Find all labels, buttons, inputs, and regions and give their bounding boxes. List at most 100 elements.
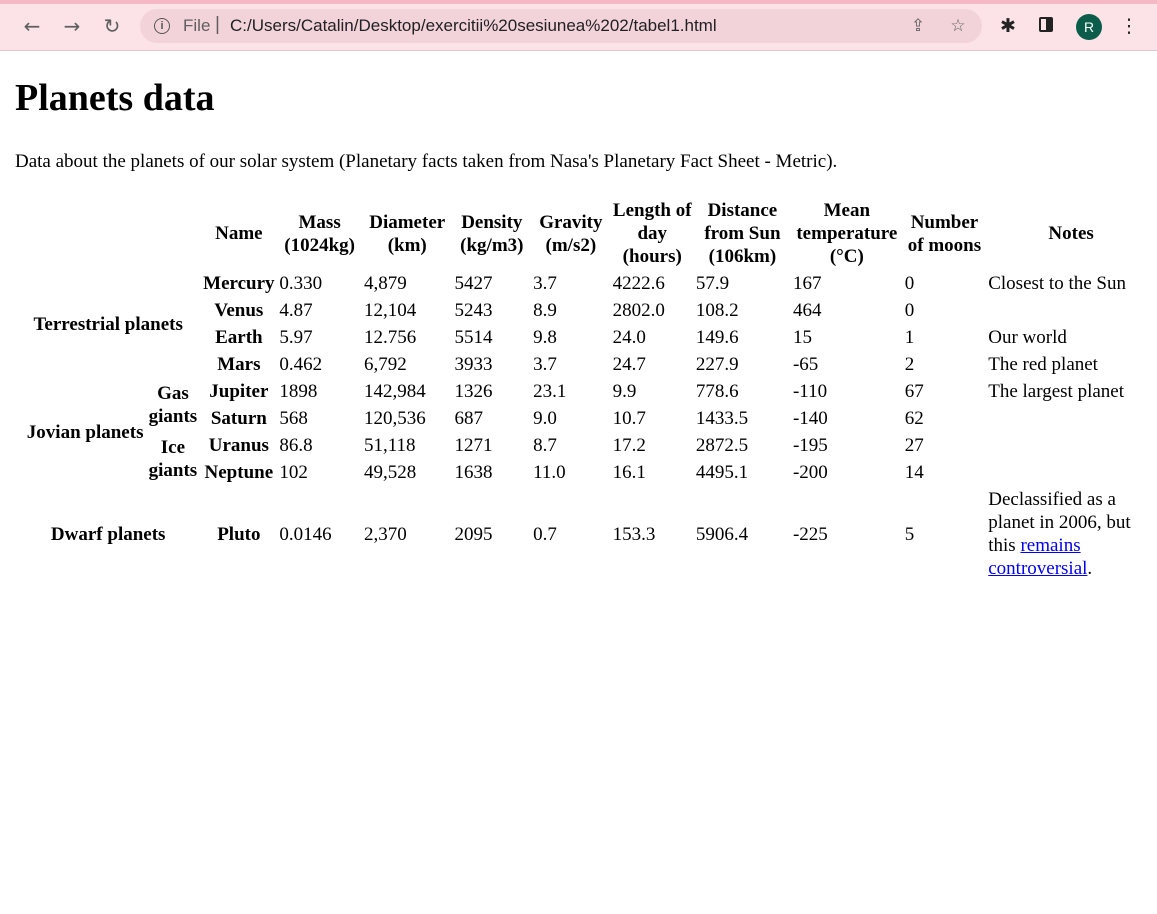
menu-icon[interactable]: ⋮	[1119, 15, 1139, 37]
table-row: Terrestrial planets Mercury 0.330 4,879 …	[17, 271, 1155, 335]
reload-icon[interactable]: ↻	[103, 14, 121, 38]
table-row: Ice giants Uranus 86.8 51,118 1271 8.7 1…	[17, 433, 1155, 481]
table-row: Neptune 102 49,528 1638 11.0 16.1 4495.1…	[17, 460, 1155, 485]
back-icon[interactable]: ←	[23, 14, 41, 38]
cell-note	[987, 433, 1155, 458]
cell-temp: -225	[792, 523, 828, 545]
cell-day: 17.2	[612, 435, 646, 456]
cell-diameter: 2,370	[363, 523, 407, 545]
cell-moons: 14	[904, 462, 924, 483]
table-row: Dwarf planets Pluto 0.0146 2,370 2095 0.…	[17, 487, 1155, 581]
cell-gravity: 8.7	[533, 435, 557, 456]
cell-day: 24.0	[612, 327, 646, 348]
cell-temp: -200	[792, 462, 828, 483]
cell-day: 153.3	[612, 523, 656, 545]
cell-temp: -140	[792, 408, 828, 429]
group-dwarf: Dwarf planets	[50, 523, 166, 545]
url-text[interactable]: C:/Users/Catalin/Desktop/exercitii%20ses…	[230, 16, 717, 35]
address-bar[interactable]: i File | C:/Users/Catalin/Desktop/exerci…	[140, 9, 982, 43]
table-row: Venus 4.87 12,104 5243 8.9 2802.0 108.2 …	[17, 298, 1155, 323]
side-panel-icon-fill	[1046, 19, 1051, 30]
planet-name: Pluto	[217, 523, 261, 545]
remains-controversial-link[interactable]: remains controversial	[988, 535, 1088, 579]
table-row: Earth 5.97 12.756 5514 9.8 24.0 149.6 15…	[17, 325, 1155, 350]
table-row: Saturn 568 120,536 687 9.0 10.7 1433.5 -…	[17, 406, 1155, 431]
cell-gravity: 9.0	[533, 408, 557, 429]
planet-name: Jupiter	[209, 381, 269, 402]
header-temp: Mean temperature (°C)	[796, 200, 898, 267]
cell-mass: 0.330	[279, 273, 323, 294]
cell-distance: 57.9	[695, 273, 730, 294]
cell-density: 1326	[454, 381, 493, 402]
cell-note	[987, 406, 1155, 431]
cell-mass: 1898	[279, 381, 318, 402]
cell-gravity: 3.7	[533, 354, 557, 375]
extensions-icon[interactable]: ✱	[1000, 15, 1016, 37]
cell-density: 5427	[454, 273, 493, 294]
url-scheme: File	[183, 16, 211, 35]
cell-temp: 464	[792, 300, 822, 321]
cell-temp: -195	[792, 435, 828, 456]
header-density: Density (kg/m3)	[460, 211, 524, 256]
cell-moons: 5	[904, 523, 915, 545]
planet-name: Mercury	[203, 273, 275, 294]
cell-density: 2095	[454, 523, 493, 545]
cell-distance: 5906.4	[695, 523, 749, 545]
cell-distance: 149.6	[695, 327, 739, 348]
table-row: Jovian planets Gas giants Jupiter 1898 1…	[17, 379, 1155, 443]
header-diameter: Diameter (km)	[369, 211, 446, 256]
cell-diameter: 12.756	[363, 327, 417, 348]
cell-mass: 102	[279, 462, 308, 483]
cell-density: 3933	[454, 354, 493, 375]
group-gas-giants: Gas giants	[148, 383, 198, 427]
cell-mass: 0.462	[279, 354, 323, 375]
cell-moons: 0	[904, 273, 915, 294]
cell-mass: 568	[279, 408, 308, 429]
cell-diameter: 12,104	[363, 300, 417, 321]
cell-day: 16.1	[612, 462, 646, 483]
star-icon[interactable]: ☆	[950, 16, 966, 36]
cell-temp: 15	[792, 327, 812, 348]
table-row: Mars 0.462 6,792 3933 3.7 24.7 227.9 -65…	[17, 352, 1155, 377]
header-gravity: Gravity (m/s2)	[539, 211, 603, 256]
cell-diameter: 120,536	[363, 408, 426, 429]
cell-note: Our world	[988, 327, 1067, 348]
avatar[interactable]: R	[1076, 14, 1102, 40]
cell-diameter: 49,528	[363, 462, 417, 483]
note-text: Declassified as a planet in 2006, but th…	[988, 489, 1131, 556]
header-distance: Distance from Sun (106km)	[704, 200, 781, 267]
header-spacer	[17, 198, 199, 269]
browser-chrome: ← → ↻ i File | C:/Users/Catalin/Desktop/…	[0, 0, 1157, 51]
planet-name: Saturn	[210, 408, 267, 429]
planet-name: Neptune	[204, 462, 274, 483]
cell-note: The largest planet	[988, 381, 1124, 402]
cell-moons: 0	[904, 300, 915, 321]
planet-name: Venus	[214, 300, 264, 321]
cell-distance: 778.6	[695, 381, 739, 402]
info-icon[interactable]: i	[154, 18, 170, 34]
side-panel-icon[interactable]	[1039, 17, 1053, 32]
cell-gravity: 8.9	[533, 300, 557, 321]
cell-temp: -65	[792, 354, 819, 375]
cell-mass: 4.87	[279, 300, 313, 321]
forward-icon[interactable]: →	[63, 14, 81, 38]
cell-day: 10.7	[612, 408, 646, 429]
cell-day: 9.9	[612, 381, 637, 402]
cell-gravity: 9.8	[533, 327, 557, 348]
share-icon[interactable]: ⇪	[910, 16, 926, 36]
tab-strip	[0, 0, 1157, 4]
cell-density: 5514	[454, 327, 493, 348]
cell-day: 24.7	[612, 354, 646, 375]
group-ice-giants: Ice giants	[148, 437, 198, 481]
cell-day: 2802.0	[612, 300, 665, 321]
cell-note	[987, 460, 1155, 485]
cell-density: 5243	[454, 300, 493, 321]
cell-gravity: 0.7	[533, 523, 557, 545]
header-notes: Notes	[1048, 223, 1094, 244]
cell-distance: 227.9	[695, 354, 739, 375]
cell-moons: 2	[904, 354, 915, 375]
cell-note: The red planet	[988, 354, 1098, 375]
cell-note	[987, 298, 1155, 323]
group-jovian: Jovian planets	[26, 421, 144, 443]
planets-table: Name Mass (1024kg) Diameter (km) Density…	[15, 196, 1157, 583]
